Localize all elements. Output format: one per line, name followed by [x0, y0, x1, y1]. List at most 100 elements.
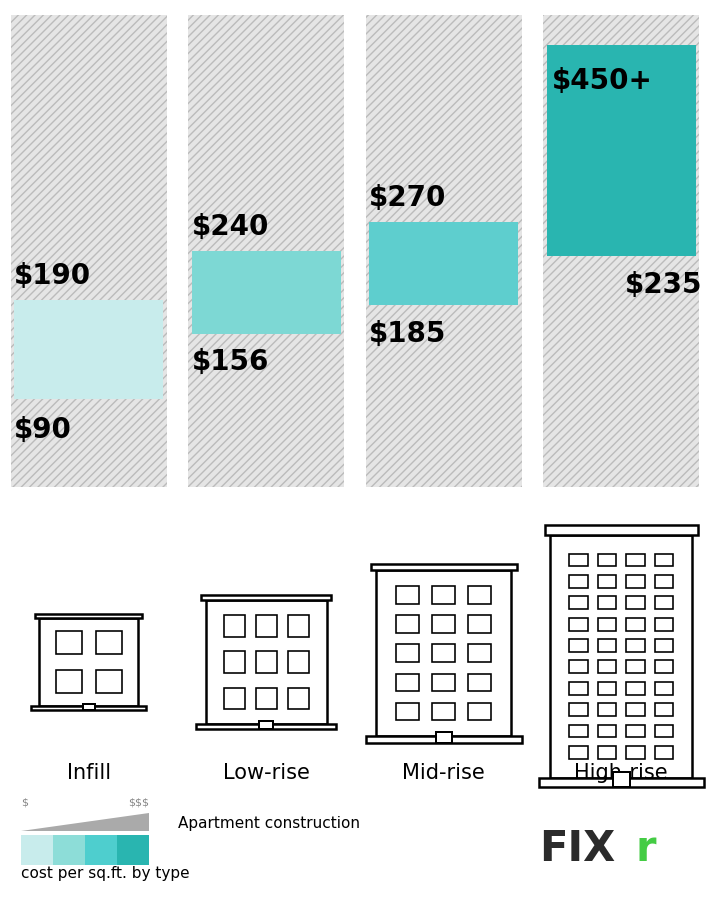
- Bar: [117, 834, 149, 865]
- Bar: [655, 703, 673, 716]
- Bar: [598, 746, 616, 759]
- Bar: [432, 702, 455, 720]
- Bar: [188, 15, 344, 487]
- Bar: [396, 674, 420, 691]
- Bar: [432, 644, 455, 662]
- Bar: [366, 736, 522, 743]
- Bar: [432, 674, 455, 691]
- Bar: [626, 597, 645, 609]
- Bar: [598, 682, 616, 694]
- Bar: [550, 535, 692, 778]
- Bar: [371, 563, 517, 570]
- Bar: [224, 651, 244, 673]
- Bar: [626, 660, 645, 674]
- Bar: [468, 615, 491, 632]
- Bar: [598, 639, 616, 652]
- Text: $190: $190: [14, 262, 92, 291]
- Bar: [545, 525, 698, 535]
- Text: Infill: Infill: [67, 763, 111, 783]
- Text: $90: $90: [14, 416, 72, 444]
- Bar: [598, 618, 616, 631]
- Bar: [626, 703, 645, 716]
- Bar: [96, 631, 121, 654]
- Text: Low-rise: Low-rise: [223, 763, 310, 783]
- Polygon shape: [21, 813, 149, 832]
- Bar: [539, 778, 704, 788]
- Bar: [655, 597, 673, 609]
- Text: cost per sq.ft. by type: cost per sq.ft. by type: [21, 866, 190, 881]
- Bar: [655, 660, 673, 674]
- Bar: [569, 639, 588, 652]
- Bar: [56, 631, 82, 654]
- Bar: [56, 670, 82, 693]
- Bar: [396, 702, 420, 720]
- Text: r: r: [635, 828, 656, 869]
- Bar: [288, 614, 309, 637]
- Text: $$$: $$$: [128, 797, 149, 807]
- Bar: [288, 688, 309, 710]
- Bar: [21, 834, 53, 865]
- Bar: [366, 15, 522, 487]
- Text: $450+: $450+: [552, 66, 652, 95]
- Bar: [468, 586, 491, 604]
- Bar: [11, 15, 167, 487]
- Bar: [547, 45, 696, 256]
- Bar: [196, 724, 337, 729]
- Bar: [655, 746, 673, 759]
- Bar: [598, 660, 616, 674]
- Bar: [256, 651, 277, 673]
- Bar: [83, 704, 94, 710]
- Bar: [396, 644, 420, 662]
- Bar: [569, 618, 588, 631]
- Bar: [569, 725, 588, 737]
- Bar: [96, 670, 121, 693]
- Bar: [598, 703, 616, 716]
- Bar: [436, 732, 452, 743]
- Text: High-rise: High-rise: [574, 763, 668, 783]
- Bar: [256, 688, 277, 710]
- Bar: [569, 703, 588, 716]
- Text: $240: $240: [192, 213, 269, 241]
- Bar: [569, 660, 588, 674]
- Bar: [655, 575, 673, 588]
- Text: $185: $185: [369, 320, 447, 348]
- Bar: [569, 575, 588, 588]
- Bar: [598, 553, 616, 566]
- Bar: [626, 725, 645, 737]
- Bar: [192, 251, 341, 334]
- Bar: [626, 639, 645, 652]
- Bar: [598, 575, 616, 588]
- Bar: [468, 702, 491, 720]
- Bar: [468, 674, 491, 691]
- Bar: [35, 614, 143, 618]
- Bar: [626, 618, 645, 631]
- Bar: [14, 300, 163, 398]
- Bar: [626, 553, 645, 566]
- Bar: [288, 651, 309, 673]
- Bar: [655, 639, 673, 652]
- Bar: [655, 618, 673, 631]
- Bar: [376, 570, 511, 736]
- Bar: [396, 615, 420, 632]
- Text: $156: $156: [192, 349, 269, 377]
- Bar: [655, 553, 673, 566]
- Bar: [224, 614, 244, 637]
- Bar: [569, 597, 588, 609]
- Text: Mid-rise: Mid-rise: [403, 763, 485, 783]
- Text: $270: $270: [369, 184, 447, 212]
- Bar: [655, 682, 673, 694]
- Bar: [85, 834, 117, 865]
- Bar: [598, 597, 616, 609]
- Text: FIX: FIX: [540, 828, 616, 869]
- Bar: [31, 707, 146, 710]
- Bar: [626, 682, 645, 694]
- Bar: [432, 615, 455, 632]
- Bar: [569, 682, 588, 694]
- Bar: [569, 553, 588, 566]
- Bar: [655, 725, 673, 737]
- Bar: [201, 595, 332, 600]
- Bar: [543, 15, 699, 487]
- Bar: [39, 618, 138, 707]
- Bar: [613, 771, 630, 788]
- Bar: [259, 721, 273, 729]
